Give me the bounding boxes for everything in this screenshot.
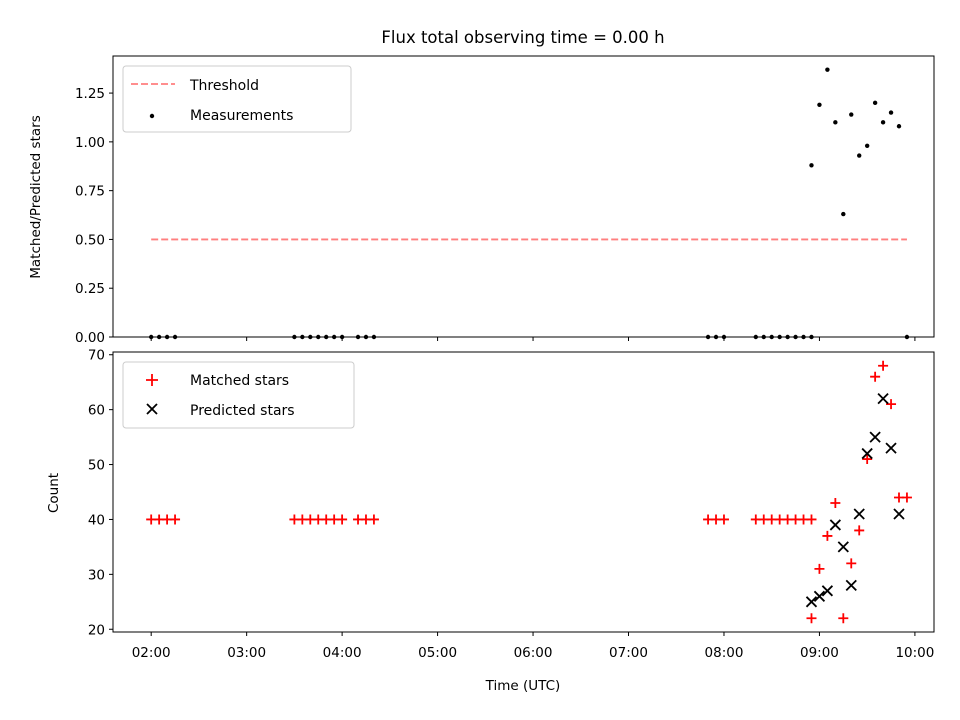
top-y-tick-label: 1.25 [75,86,105,102]
matched-star-point [846,558,857,569]
top-y-tick-label: 0.00 [75,330,105,346]
measurement-point [817,102,822,107]
predicted-star-point [869,431,881,443]
x-tick-label: 02:00 [132,645,171,661]
top-legend-box [122,65,352,133]
x-tick-label: 10:00 [895,645,934,661]
bottom-y-tick-label: 30 [88,567,105,583]
legend-matched-label: Matched stars [190,373,289,389]
legend-threshold-label: Threshold [189,78,259,94]
bottom-y-tick-label: 20 [88,622,105,638]
predicted-star-point [829,519,841,531]
bottom-y-tick-label: 40 [88,512,105,528]
measurement-point [896,124,902,129]
bottom-axes-frame [112,351,935,633]
top-y-tick-label: 1.00 [75,135,105,151]
matched-star-point [886,399,897,410]
predicted-star-point [885,442,897,454]
matched-star-point [814,563,825,574]
matched-star-point [878,360,889,371]
measurement-point [857,153,862,158]
top-y-tick-label: 0.25 [75,281,105,297]
measurement-point [872,100,878,106]
bottom-y-tick-label: 60 [88,403,105,419]
predicted-star-point [837,541,849,553]
top-y-tick-label: 0.50 [75,232,105,248]
matched-star-point [337,514,348,525]
matched-star-point [862,454,873,465]
legend-matched-swatch [146,374,158,386]
legend-predicted-swatch [146,403,158,415]
top-plot-area: 0.00 0.25 0.50 0.75 1.00 1.25 [75,67,916,346]
measurement-point [888,110,894,115]
x-tick-label: 04:00 [323,645,362,661]
matched-star-point [901,492,912,503]
legend-predicted-label: Predicted stars [190,403,295,419]
predicted-star-point [805,596,818,608]
matched-star-point [854,525,865,536]
matched-star-point [368,514,379,525]
x-tick-label: 09:00 [800,645,839,661]
measurement-point [864,143,870,148]
x-tick-label: 08:00 [705,645,744,661]
bottom-y-tick-label: 50 [88,458,105,474]
top-y-axis-label: Matched/Predicted stars [28,115,44,278]
bottom-y-tick-label: 70 [88,348,105,364]
matched-star-point [718,514,729,525]
matched-star-point [830,497,841,508]
x-tick-label: 03:00 [227,645,266,661]
bottom-y-axis-label: Count [46,473,62,513]
x-tick-label: 07:00 [609,645,648,661]
predicted-star-point [877,393,889,405]
matched-star-point [170,514,181,525]
matched-star-point [806,514,817,525]
top-axes-frame [112,55,935,338]
bottom-plot-area: 20 30 40 50 60 70 02:00 03:00 04:00 05:00 06:00 07:… [88,348,935,661]
measurement-point [841,211,846,217]
matched-star-point [822,530,833,541]
predicted-star-point [861,447,873,460]
predicted-star-point [893,508,905,520]
predicted-star-point [853,508,865,520]
x-tick-label: 06:00 [514,645,553,661]
bottom-legend-box [122,361,355,429]
measurement-point [833,120,838,125]
predicted-star-point [821,585,834,597]
measurement-point [825,67,830,72]
measurement-point [849,112,854,117]
measurement-point [880,120,886,125]
legend-measurements-swatch [149,113,155,119]
matched-star-point [870,371,881,382]
top-y-tick-label: 0.75 [75,184,105,200]
matched-star-point [838,613,849,624]
measurement-point [809,163,814,168]
x-axis-label: Time (UTC) [485,678,561,694]
matched-star-point [806,613,817,624]
bottom-legend: Matched stars Predicted stars [122,361,355,429]
predicted-star-point [813,590,826,602]
predicted-star-point [845,579,857,591]
top-chart-title: Flux total observing time = 0.00 h [381,28,664,47]
legend-measurements-label: Measurements [190,108,293,124]
x-tick-label: 05:00 [418,645,457,661]
top-legend: Threshold Measurements [122,65,352,133]
